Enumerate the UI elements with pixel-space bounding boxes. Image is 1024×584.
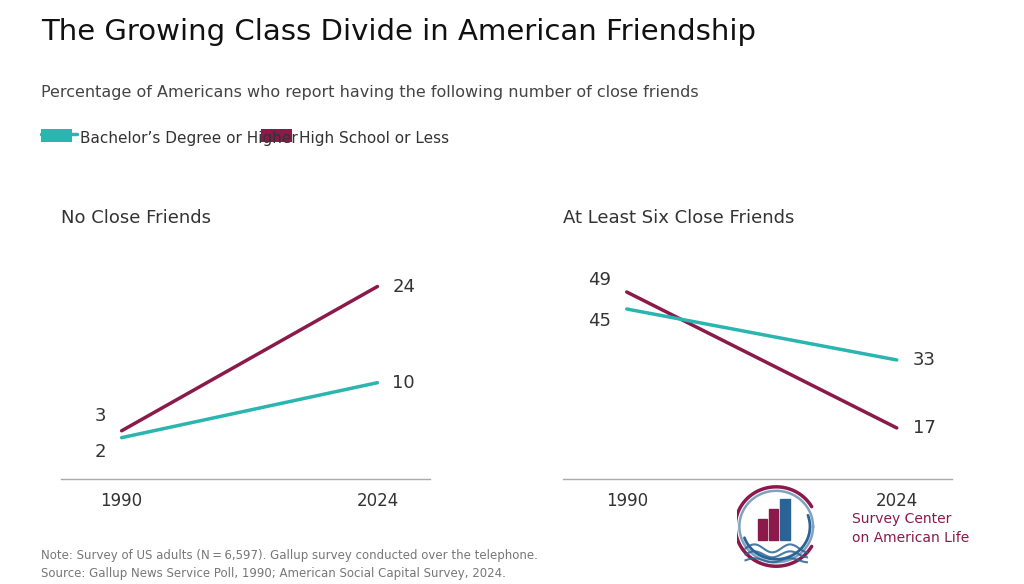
Text: Note: Survey of US adults (N = 6,597). Gallup survey conducted over the telephon: Note: Survey of US adults (N = 6,597). G… [41,549,538,580]
Text: Survey Center
on American Life: Survey Center on American Life [852,512,970,545]
Bar [780,499,790,540]
Text: 45: 45 [588,312,611,331]
Text: 3: 3 [95,407,106,425]
Text: Bachelor’s Degree or Higher: Bachelor’s Degree or Higher [80,131,298,147]
Text: 10: 10 [392,374,415,392]
Text: 49: 49 [588,270,611,288]
Text: High School or Less: High School or Less [299,131,450,147]
Text: 2: 2 [95,443,106,461]
Text: 33: 33 [912,351,936,369]
Text: No Close Friends: No Close Friends [61,208,211,227]
Text: 17: 17 [912,419,936,437]
Bar [758,519,767,540]
Text: At Least Six Close Friends: At Least Six Close Friends [563,208,795,227]
Bar [769,509,778,540]
Text: 24: 24 [392,277,416,296]
Text: The Growing Class Divide in American Friendship: The Growing Class Divide in American Fri… [41,18,756,46]
Text: Percentage of Americans who report having the following number of close friends: Percentage of Americans who report havin… [41,85,698,100]
